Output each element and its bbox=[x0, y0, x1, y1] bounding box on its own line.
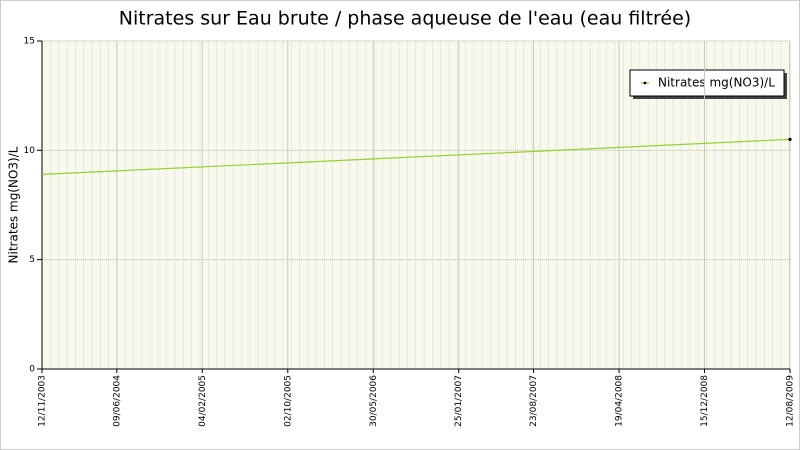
x-tick-label: 02/10/2005 bbox=[283, 375, 293, 427]
x-tick-label: 12/11/2003 bbox=[38, 375, 48, 427]
y-tick-label: 15 bbox=[24, 37, 35, 47]
x-tick-label: 04/02/2005 bbox=[198, 375, 208, 427]
legend-marker bbox=[643, 81, 647, 85]
chart-title: Nitrates sur Eau brute / phase aqueuse d… bbox=[119, 8, 691, 30]
point bbox=[788, 137, 792, 141]
legend-label: Nitrates mg(NO3)/L bbox=[658, 76, 775, 90]
y-tick-label: 10 bbox=[24, 146, 36, 156]
line-series bbox=[41, 138, 791, 175]
x-tick-label: 23/08/2007 bbox=[529, 375, 539, 427]
y-tick-label: 5 bbox=[29, 255, 35, 265]
x-tick-label: 09/06/2004 bbox=[112, 375, 122, 427]
x-tick-label: 19/04/2008 bbox=[615, 375, 625, 427]
x-tick-label: 12/08/2009 bbox=[786, 375, 796, 427]
y-axis-label: Nitrates mg(NO3)/L bbox=[7, 146, 21, 263]
x-tick-label: 25/01/2007 bbox=[454, 375, 464, 427]
y-tick-label: 0 bbox=[29, 365, 35, 375]
legend bbox=[629, 69, 785, 97]
x-tick-label: 15/12/2008 bbox=[700, 375, 710, 427]
x-tick-label: 30/05/2006 bbox=[369, 375, 379, 427]
